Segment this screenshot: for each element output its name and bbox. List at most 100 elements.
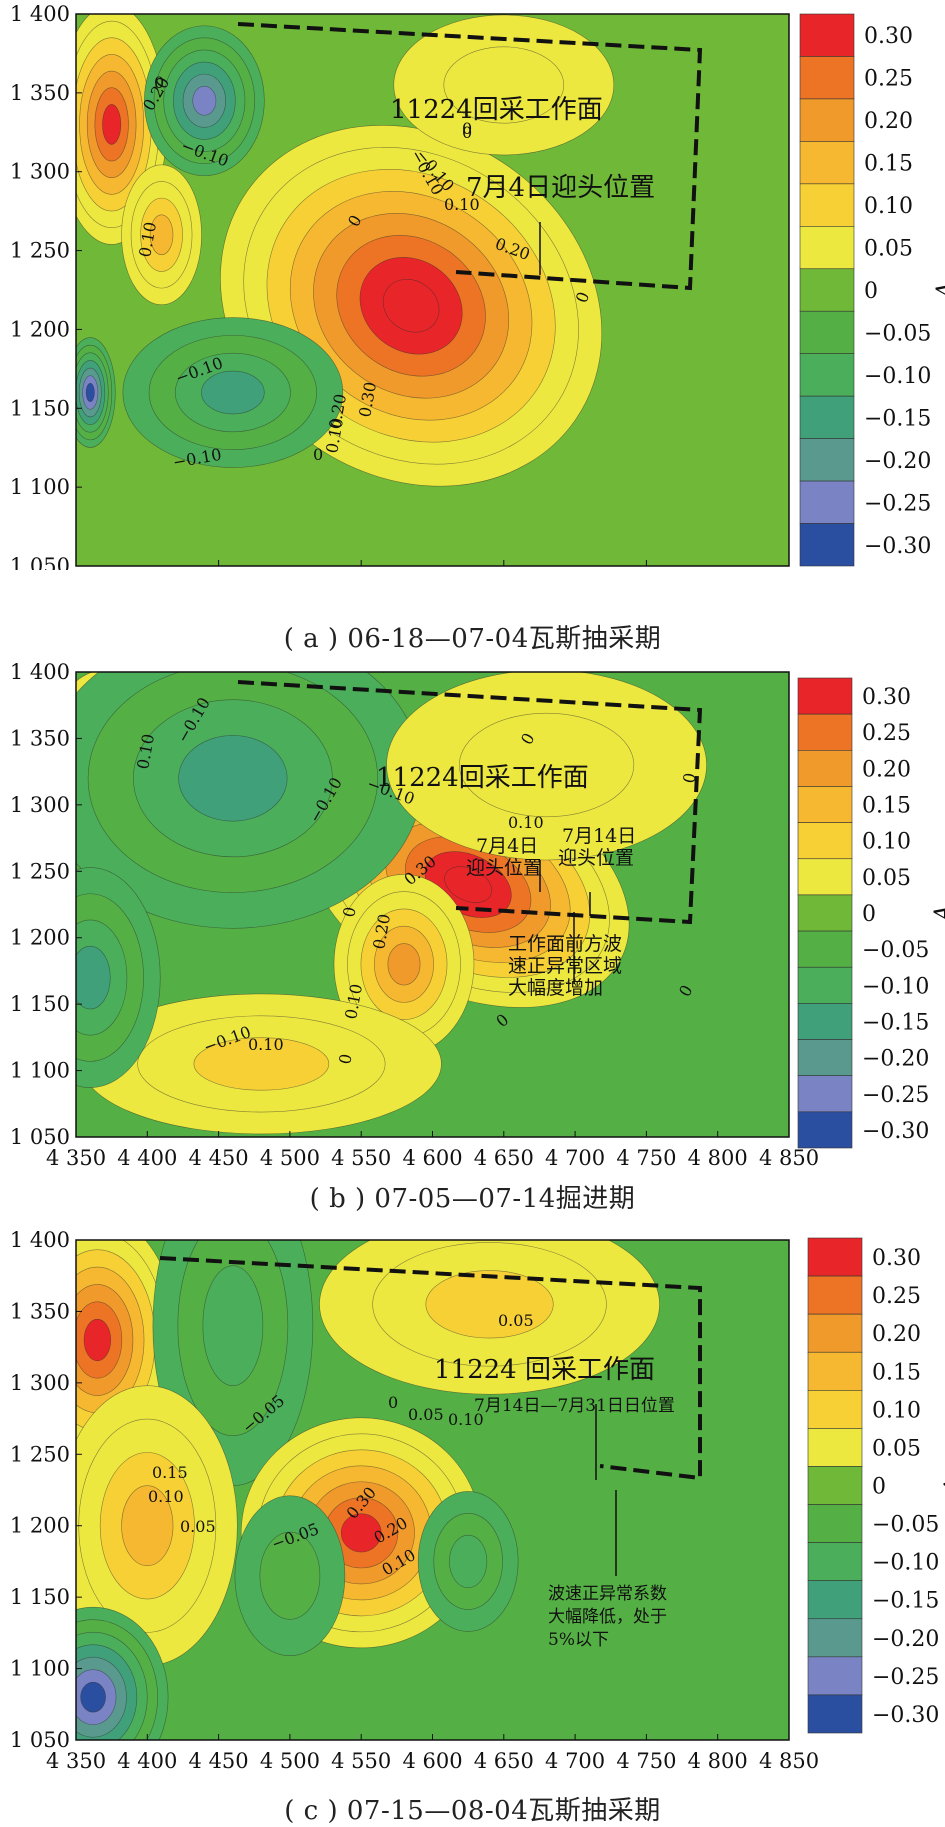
- x-tick-label: 4 800: [688, 1146, 748, 1170]
- contour-label: 0.10: [248, 1035, 284, 1054]
- x-tick-label: 4 600: [402, 1146, 462, 1170]
- working-face-outline: [237, 22, 703, 291]
- colorbar-label: An: [931, 896, 945, 923]
- y-tick-label: 1 100: [10, 1059, 70, 1083]
- x-tick-label: 4 500: [260, 1749, 320, 1773]
- y-tick-label: 1 200: [10, 1514, 70, 1538]
- y-tick-label: 1 100: [10, 475, 70, 499]
- colorbar-tick-label: 0.25: [862, 721, 911, 746]
- annotation-text: 大幅度增加: [508, 977, 603, 999]
- contour-label: 0: [313, 445, 323, 464]
- annotation-text: 7月4日迎头位置: [466, 173, 655, 203]
- contour-label: 0: [679, 771, 699, 784]
- colorbar-tick-label: 0.15: [862, 794, 911, 819]
- annotation-text: 工作面前方波: [508, 933, 622, 955]
- x-tick-label: 4 850: [759, 1146, 819, 1170]
- colorbar-tick-label: 0.05: [862, 866, 911, 891]
- annotation-text: 7月14日—7月31日日位置: [474, 1396, 675, 1416]
- colorbar-tick-label: −0.05: [872, 1513, 939, 1538]
- contour-label: 0.05: [408, 1405, 444, 1424]
- colorbar-tick-label: 0.30: [864, 24, 913, 49]
- x-tick-label: 4 750: [616, 1749, 676, 1773]
- plot-area: [76, 14, 789, 566]
- colorbar-tick-label: 0.10: [862, 830, 911, 855]
- contour-label: 0.10: [448, 1410, 484, 1429]
- x-tick-label: 4 700: [545, 1749, 605, 1773]
- colorbar-tick-label: −0.05: [862, 938, 929, 963]
- colorbar-swatch: [807, 1275, 863, 1315]
- annotation-text: 11224 回采工作面: [434, 1355, 655, 1385]
- y-tick-label: 1 050: [10, 1728, 70, 1752]
- annotation-text: 11224回采工作面: [376, 763, 589, 793]
- colorbar-swatch: [807, 1542, 863, 1581]
- y-tick-label: 1 250: [10, 859, 70, 883]
- contour-label: 0: [335, 1052, 355, 1065]
- colorbar-swatch: [807, 1580, 863, 1620]
- colorbar-swatch: [799, 310, 855, 354]
- colorbar-swatch: [799, 141, 855, 185]
- colorbar-label: An: [941, 1469, 945, 1496]
- colorbar-tick-label: 0.20: [862, 757, 911, 782]
- y-tick-label: 1 050: [10, 1125, 70, 1149]
- colorbar-swatch: [797, 786, 853, 823]
- colorbar-tick-label: 0.15: [872, 1360, 921, 1385]
- panel-c: 4 350 4 400 4 450 4 500 4 550 4 600 4 650 4 700…: [0, 1218, 945, 1798]
- colorbar-tick-label: −0.20: [872, 1627, 939, 1652]
- contour-plot-b: 4 350 4 400 4 450 4 500 4 550 4 600 4 650 4 700…: [10, 660, 945, 1170]
- contour-label: 0.15: [152, 1463, 188, 1482]
- y-tick-label: 1 200: [10, 926, 70, 950]
- contour-label: 0.10: [444, 195, 480, 214]
- colorbar-tick-label: −0.10: [864, 364, 931, 389]
- y-tick-label: 1 400: [10, 660, 70, 684]
- colorbar-tick-label: −0.05: [864, 321, 931, 346]
- colorbar-tick-label: −0.25: [872, 1665, 939, 1690]
- colorbar-tick-label: 0.30: [872, 1246, 921, 1271]
- anomaly-band: [443, 46, 565, 124]
- colorbar-tick-label: 0.20: [864, 109, 913, 134]
- colorbar-tick-label: 0.25: [864, 67, 913, 92]
- y-tick-label: 1 350: [10, 81, 70, 105]
- anomaly-band: [449, 1534, 488, 1588]
- x-tick-label: 4 500: [260, 1146, 320, 1170]
- colorbar-swatch: [797, 1075, 853, 1113]
- contour-label: 0: [339, 905, 359, 918]
- colorbar-swatch: [799, 480, 855, 524]
- x-tick-label: 4 450: [189, 1749, 249, 1773]
- colorbar-swatch: [797, 858, 853, 896]
- colorbar-swatch: [799, 523, 855, 567]
- contour-label: 0: [462, 119, 472, 138]
- colorbar-swatch: [797, 1111, 853, 1149]
- colorbar-tick-label: −0.15: [864, 406, 931, 431]
- x-tick-label: 4 400: [117, 1749, 177, 1773]
- annotation-text: 大幅降低，处于: [548, 1607, 667, 1627]
- anomaly-band: [201, 370, 265, 415]
- x-tick-label: 4 650: [474, 1146, 534, 1170]
- x-tick-label: 4 550: [331, 1146, 391, 1170]
- x-tick-label: 4 550: [331, 1749, 391, 1773]
- x-tick-label: 4 400: [117, 1146, 177, 1170]
- annotation-text: 7月4日: [476, 835, 538, 857]
- colorbar-tick-label: −0.30: [872, 1703, 939, 1728]
- y-tick-label: 1 200: [10, 317, 70, 341]
- colorbar-tick-label: −0.25: [862, 1083, 929, 1108]
- working-face-outline: [237, 680, 703, 925]
- caption-c: ( c ) 07-15—08-04瓦斯抽采期: [284, 1796, 661, 1826]
- anomaly-band: [202, 1265, 264, 1387]
- anomaly-band: [149, 214, 174, 256]
- y-tick-label: 1 100: [10, 1657, 70, 1681]
- anomaly-band: [193, 1037, 330, 1091]
- y-tick-label: 1 050: [10, 554, 70, 570]
- colorbar-swatch: [797, 822, 853, 860]
- colorbar-swatch: [799, 183, 855, 227]
- colorbar-tick-label: 0: [864, 279, 878, 304]
- y-tick-label: 1 250: [10, 239, 70, 263]
- y-tick-label: 1 400: [10, 2, 70, 26]
- caption-b: ( b ) 07-05—07-14掘进期: [309, 1184, 636, 1214]
- colorbar-tick-label: 0.10: [872, 1398, 921, 1423]
- colorbar-tick-label: −0.20: [864, 449, 931, 474]
- x-tick-label: 4 600: [402, 1749, 462, 1773]
- panel-b: 4 350 4 400 4 450 4 500 4 550 4 600 4 650 4 700…: [0, 660, 945, 1190]
- y-tick-label: 1 150: [10, 396, 70, 420]
- plot-area: [76, 672, 789, 1137]
